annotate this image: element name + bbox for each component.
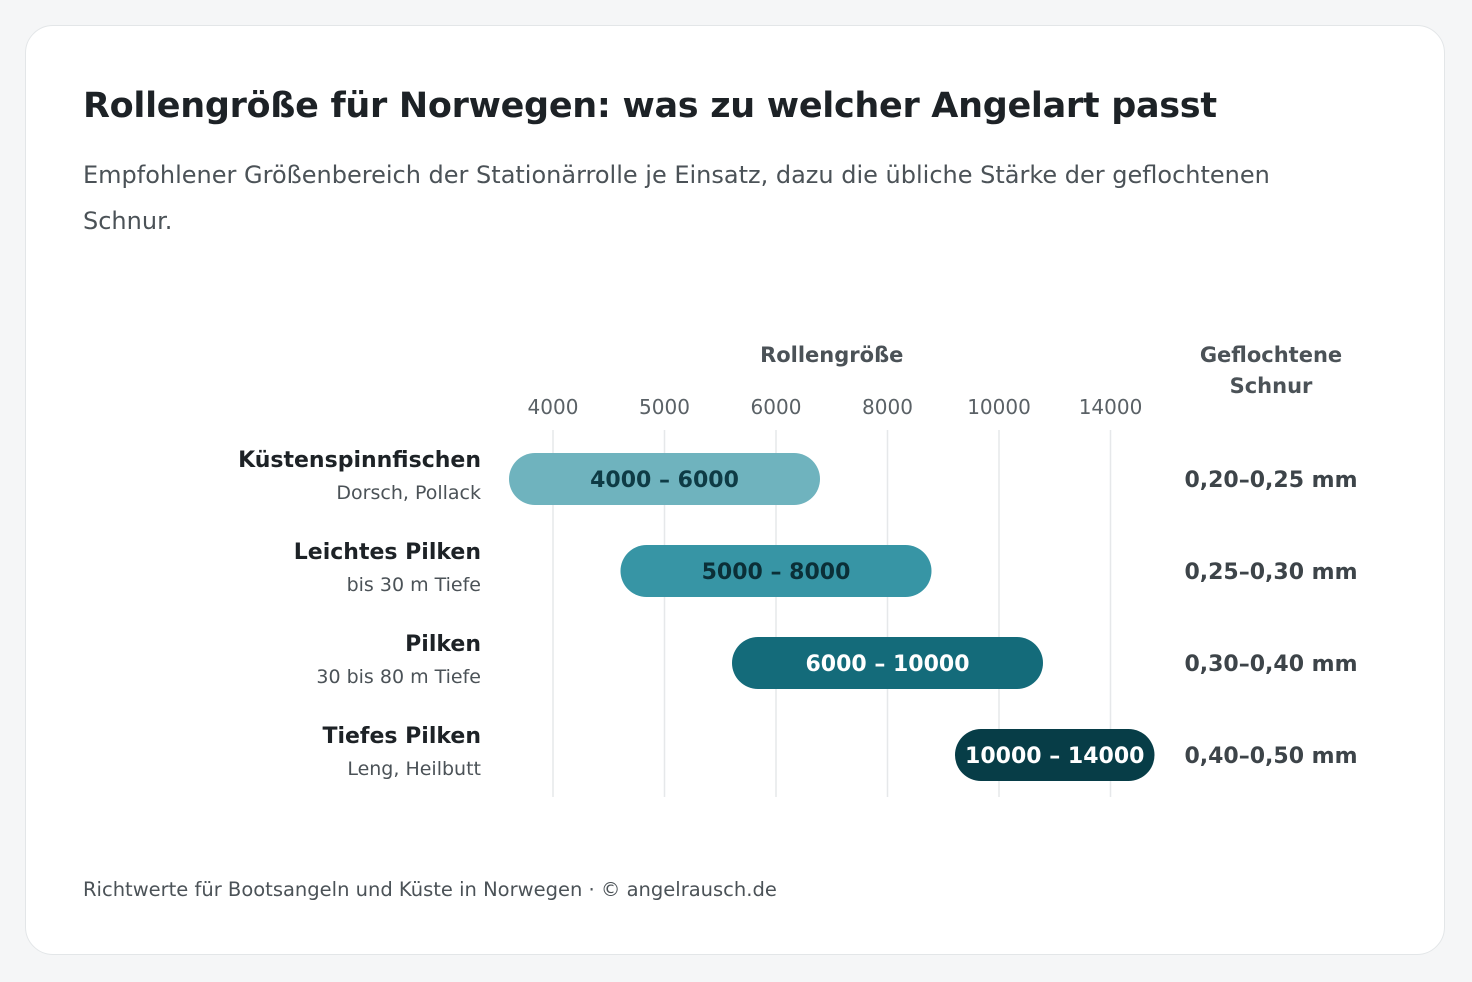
line-strength-label: 0,30–0,40 mm xyxy=(1184,652,1357,677)
tick-label: 10000 xyxy=(967,395,1031,419)
row-label: Küstenspinnfischen xyxy=(238,448,481,473)
row-label: Tiefes Pilken xyxy=(322,724,481,749)
row-label: Leichtes Pilken xyxy=(294,540,481,565)
row-sublabel: bis 30 m Tiefe xyxy=(347,574,481,596)
row-sublabel: Leng, Heilbutt xyxy=(347,758,481,780)
chart-subtitle: Empfohlener Größenbereich der Stationärr… xyxy=(83,161,1270,235)
range-label: 10000 – 14000 xyxy=(965,744,1144,769)
range-label: 5000 – 8000 xyxy=(702,560,851,585)
tick-label: 6000 xyxy=(751,395,802,419)
chart-card: Rollengröße für Norwegen: was zu welcher… xyxy=(25,25,1445,955)
range-bar xyxy=(955,729,1155,781)
row-sublabel: 30 bis 80 m Tiefe xyxy=(316,666,481,688)
range-label: 6000 – 10000 xyxy=(805,652,969,677)
range-bar xyxy=(732,637,1043,689)
line-strength-label: 0,20–0,25 mm xyxy=(1184,468,1357,493)
chart-footer: Richtwerte für Bootsangeln und Küste in … xyxy=(83,878,777,901)
tick-label: 8000 xyxy=(862,395,913,419)
chart-title: Rollengröße für Norwegen: was zu welcher… xyxy=(83,86,1217,126)
tick-label: 4000 xyxy=(528,395,579,419)
line-column-title: Geflochtene xyxy=(1200,343,1342,367)
line-strength-label: 0,25–0,30 mm xyxy=(1184,560,1357,585)
line-strength-label: 0,40–0,50 mm xyxy=(1184,744,1357,769)
row-label: Pilken xyxy=(405,632,481,657)
tick-label: 5000 xyxy=(639,395,690,419)
range-bar xyxy=(620,545,932,597)
line-column-title: Schnur xyxy=(1230,374,1313,398)
tick-label: 14000 xyxy=(1079,395,1143,419)
range-label: 4000 – 6000 xyxy=(590,468,739,493)
axis-title: Rollengröße xyxy=(760,343,903,367)
row-sublabel: Dorsch, Pollack xyxy=(336,482,481,504)
range-bar xyxy=(509,453,820,505)
